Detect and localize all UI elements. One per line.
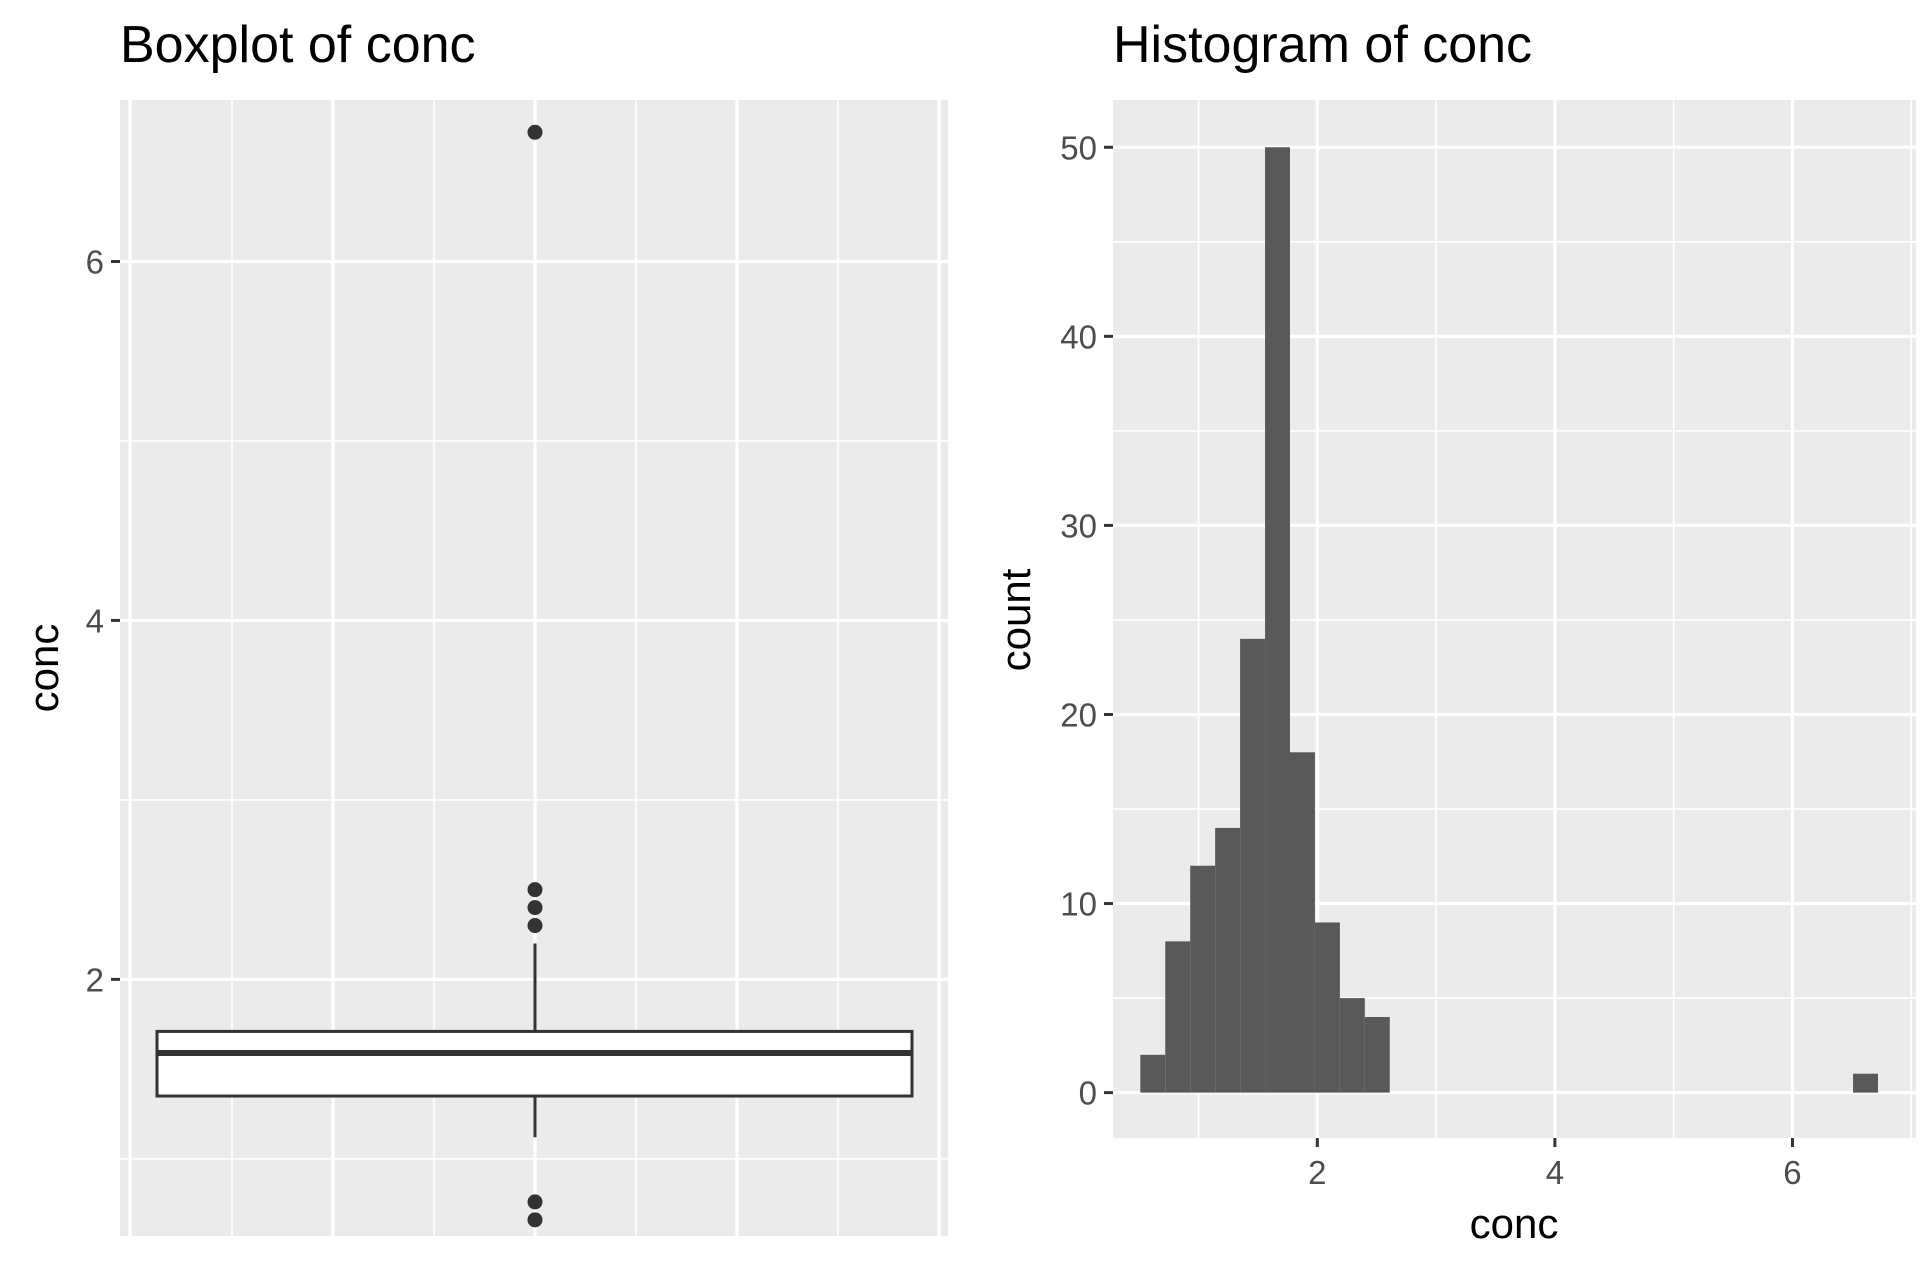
- histogram-bar: [1364, 1016, 1390, 1093]
- histogram-y-tick-label: 50: [1060, 129, 1097, 166]
- boxplot-marks: [155, 124, 914, 1228]
- histogram-y-tick-label: 40: [1060, 318, 1097, 355]
- histogram-bar: [1240, 638, 1266, 1093]
- boxplot-outlier-point: [527, 918, 543, 934]
- boxplot-y-tick-label: 4: [86, 602, 104, 639]
- histogram-bars: [1140, 147, 1878, 1093]
- histogram-bar: [1215, 827, 1241, 1093]
- histogram-y-tick-label: 30: [1060, 507, 1097, 544]
- boxplot-y-axis-label: conc: [20, 624, 67, 713]
- boxplot-box: [155, 1029, 914, 1098]
- histogram-bar: [1853, 1073, 1878, 1093]
- boxplot-grid: [120, 100, 948, 1236]
- boxplot-y-axis: 2 4 6: [86, 244, 120, 998]
- boxplot-outlier-point: [527, 882, 543, 898]
- boxplot-panel: Boxplot of conc 2 4 6 conc: [20, 16, 948, 1236]
- histogram-bar: [1190, 865, 1216, 1093]
- histogram-axes: 2 4 6 0 10 20 30 40 50: [1060, 129, 1801, 1191]
- histogram-bar: [1165, 941, 1191, 1093]
- boxplot-y-tick-label: 2: [86, 961, 104, 998]
- boxplot-title: Boxplot of conc: [120, 16, 476, 74]
- histogram-y-tick-label: 20: [1060, 696, 1097, 733]
- histogram-y-tick-label: 0: [1079, 1075, 1097, 1112]
- histogram-bar: [1314, 922, 1340, 1093]
- histogram-x-tick-label: 6: [1783, 1154, 1801, 1191]
- histogram-title: Histogram of conc: [1113, 16, 1532, 74]
- boxplot-outlier-point: [527, 1194, 543, 1210]
- histogram-bar: [1140, 1054, 1166, 1093]
- histogram-bar: [1289, 752, 1315, 1093]
- boxplot-y-tick-label: 6: [86, 244, 104, 281]
- histogram-bar: [1265, 147, 1290, 1093]
- boxplot-outlier-point: [527, 124, 543, 140]
- boxplot-outlier-point: [527, 1212, 543, 1228]
- histogram-y-tick-label: 10: [1060, 886, 1097, 923]
- histogram-panel: Histogram of conc 2 4 6 0 10 20 30 40 50 count c…: [992, 16, 1916, 1247]
- histogram-bar: [1339, 998, 1365, 1093]
- boxplot-outlier-point: [527, 900, 543, 916]
- histogram-x-axis-label: conc: [1470, 1200, 1559, 1247]
- histogram-y-axis-label: count: [992, 568, 1039, 671]
- histogram-x-tick-label: 2: [1308, 1154, 1326, 1191]
- histogram-x-tick-label: 4: [1546, 1154, 1564, 1191]
